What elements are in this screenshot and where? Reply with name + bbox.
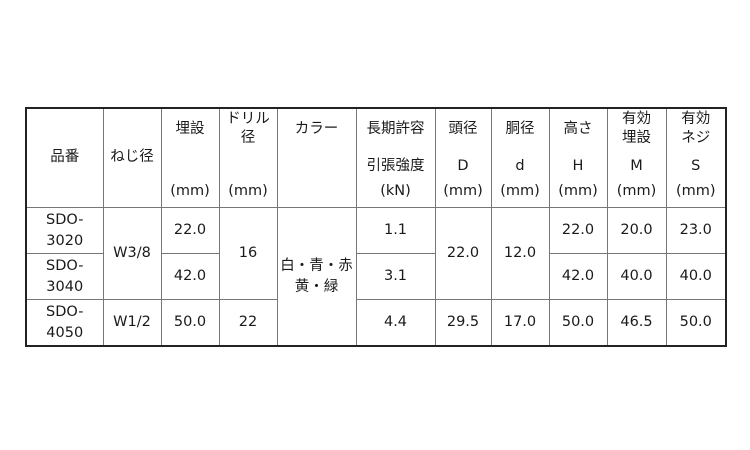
header-label: 径: [240, 130, 256, 146]
header-thread: ねじ径: [102, 107, 162, 208]
header-label: ねじ径: [110, 149, 154, 165]
header-unit: (mm): [616, 183, 657, 199]
header-row: 品番 ねじ径 埋設 (mm) ドリル径 (mm) カラー 長期許容 引張強度 (kN) …: [25, 107, 727, 208]
cell-eff-thread: 23.0: [665, 207, 727, 254]
header-part-no: 品番: [25, 107, 104, 208]
cell-head-dia: 29.5: [434, 299, 492, 347]
header-color: カラー: [276, 107, 357, 208]
header-symbol: d: [515, 158, 525, 174]
cell-eff-thread: 40.0: [665, 253, 727, 300]
cell-head-dia: 22.0: [434, 207, 492, 300]
header-embed: 埋設 (mm): [160, 107, 220, 208]
header-eff-thread: 有効ネジ S (mm): [665, 107, 727, 208]
table-row: SDO- 3020 W3/8 22.0 16 白・青・赤 黄・緑 1.1 22.0 …: [25, 207, 727, 347]
cell-part-no: SDO- 3020: [25, 207, 104, 254]
header-label: 胴径: [505, 121, 535, 137]
header-unit: (mm): [500, 183, 540, 199]
header-label: 頭径: [448, 121, 478, 137]
cell-part-no: SDO- 3040: [25, 253, 104, 300]
cell-embed: 50.0: [160, 299, 220, 347]
cell-thread: W3/8: [102, 207, 162, 300]
cell-height: 50.0: [548, 299, 608, 347]
cell-drill: 16: [218, 207, 278, 300]
header-unit: (mm): [443, 183, 483, 199]
cell-eff-embed: 46.5: [606, 299, 667, 347]
cell-embed: 22.0: [160, 207, 220, 254]
header-head-dia: 頭径 D (mm): [434, 107, 492, 208]
header-label: 品番: [50, 149, 80, 165]
cell-embed: 42.0: [160, 253, 220, 300]
cell-eff-thread: 50.0: [665, 299, 727, 347]
part-no-suffix: 3020: [46, 232, 84, 249]
header-label: 有効: [622, 111, 651, 127]
cell-height: 42.0: [548, 253, 608, 300]
spec-table: 品番 ねじ径 埋設 (mm) ドリル径 (mm) カラー 長期許容 引張強度 (kN) …: [25, 107, 727, 347]
part-no-suffix: 3040: [46, 278, 84, 295]
part-no-prefix: SDO-: [46, 211, 84, 228]
cell-eff-embed: 40.0: [606, 253, 667, 300]
header-tensile: 長期許容引張強度 (kN): [355, 107, 436, 208]
cell-eff-embed: 20.0: [606, 207, 667, 254]
cell-part-no: SDO- 4050: [25, 299, 104, 347]
color-line: 黄・緑: [294, 278, 339, 295]
header-label: ネジ: [681, 130, 711, 146]
header-label: 有効: [681, 111, 711, 127]
header-label: 埋設: [175, 121, 205, 137]
header-drill: ドリル径 (mm): [218, 107, 278, 208]
cell-height: 22.0: [548, 207, 608, 254]
part-no-suffix: 4050: [46, 324, 84, 341]
header-label: 高さ: [563, 121, 593, 137]
part-no-prefix: SDO-: [46, 257, 84, 274]
cell-color: 白・青・赤 黄・緑: [276, 207, 357, 347]
cell-thread: W1/2: [102, 299, 162, 347]
header-label: 長期許容: [366, 121, 425, 137]
header-label: 埋設: [622, 130, 651, 146]
cell-tensile: 4.4: [355, 299, 436, 347]
header-label: 引張強度: [366, 158, 425, 174]
cell-drill: 22: [218, 299, 278, 347]
cell-body-dia: 17.0: [490, 299, 550, 347]
cell-tensile: 1.1: [355, 207, 436, 254]
part-no-prefix: SDO-: [46, 303, 84, 320]
header-unit: (mm): [675, 183, 716, 199]
cell-tensile: 3.1: [355, 253, 436, 300]
cell-body-dia: 12.0: [490, 207, 550, 300]
table-row: SDO- 3040 42.0 3.1 42.0 40.0 40.0: [25, 253, 727, 300]
header-symbol: M: [630, 158, 643, 174]
color-line: 白・青・赤: [280, 257, 353, 274]
header-symbol: S: [691, 158, 701, 174]
header-unit: (mm): [228, 183, 268, 199]
header-unit: (mm): [558, 183, 598, 199]
header-unit: (mm): [170, 183, 210, 199]
header-symbol: D: [457, 158, 469, 174]
header-label: カラー: [294, 121, 339, 137]
header-symbol: H: [572, 158, 584, 174]
header-eff-embed: 有効埋設 M (mm): [606, 107, 667, 208]
header-unit: (kN): [380, 183, 411, 199]
table-row: SDO- 4050 W1/2 50.0 22 4.4 29.5 17.0 50.0…: [25, 299, 727, 347]
header-height: 高さ H (mm): [548, 107, 608, 208]
header-body-dia: 胴径 d (mm): [490, 107, 550, 208]
header-label: ドリル: [226, 111, 270, 127]
